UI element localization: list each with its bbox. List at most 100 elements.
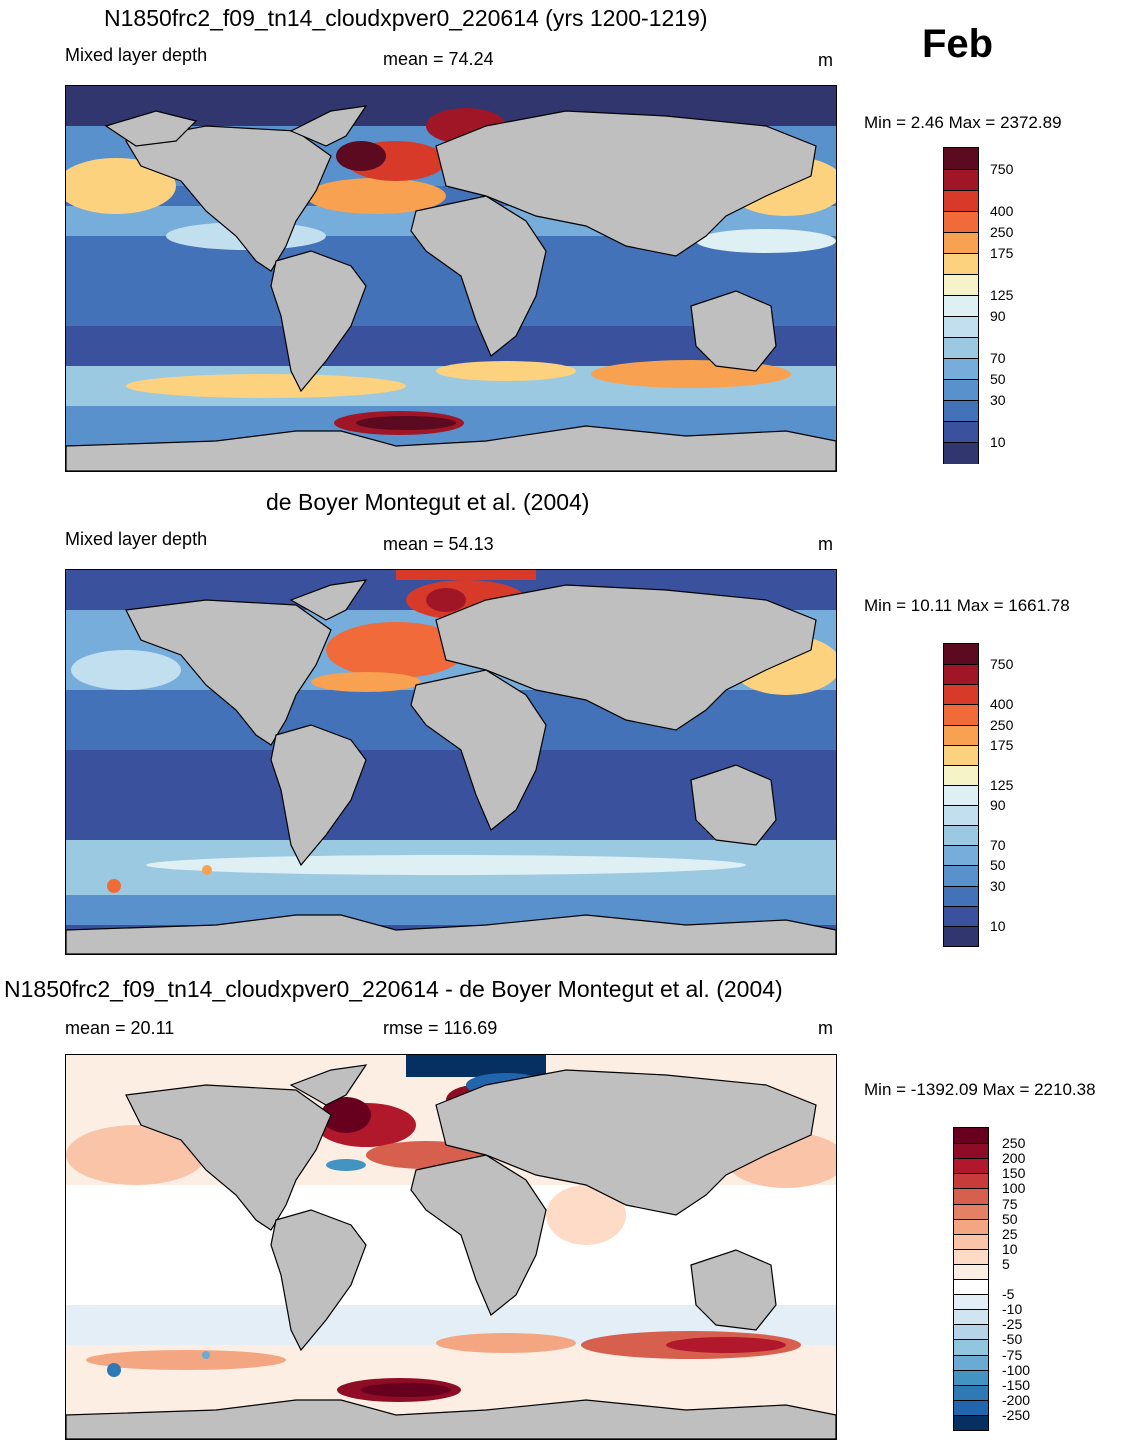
colorbar-segment [944,704,978,726]
colorbar-segment [944,190,978,212]
colorbar-tick-label: -75 [1002,1346,1023,1363]
panel2-unit: m [818,534,833,554]
colorbar-divider [944,190,978,191]
colorbar-divider [944,253,978,254]
colorbar-segment [944,905,978,927]
colorbar-divider [944,784,978,786]
colorbar-tick-label: 250 [1002,1135,1026,1152]
colorbar-segment [944,274,978,296]
colorbar-segment [944,764,978,786]
colorbar-segment [944,232,978,254]
colorbar-divider [944,724,978,726]
panel2-minmax: Min = 10.11 Max = 1661.78 [864,596,1070,615]
colorbar-segment [954,1279,988,1295]
colorbar-divider [944,744,978,746]
colorbar-segment [954,1294,988,1310]
colorbar-segment [944,400,978,422]
colorbar-tick-label: -200 [1002,1391,1031,1408]
colorbar-divider [944,316,978,317]
colorbar-divider [954,1279,988,1280]
colorbar-segment [954,1309,988,1325]
colorbar-segment [944,379,978,401]
colorbar-segment [954,1324,988,1340]
colorbar-segment [944,337,978,359]
colorbar-tick-label: 90 [990,797,1006,814]
colorbar-tick-label: 750 [990,161,1014,177]
colorbar-divider [944,925,978,927]
colorbar-tick-label: 10 [990,434,1006,450]
panel3-map-field [66,1055,836,1439]
colorbar-tick-label: 200 [1002,1150,1026,1167]
colorbar-segment [944,724,978,746]
panel1-unit: m [818,50,833,70]
colorbar-divider [944,845,978,847]
colorbar-tick-label: 150 [1002,1165,1026,1182]
colorbar-divider [944,442,978,443]
colorbar-tick-label: 70 [990,350,1006,366]
colorbar-divider [944,400,978,401]
panel2-map [65,569,837,955]
panel1-mean: mean = 74.24 [383,49,494,69]
colorbar-divider [944,704,978,706]
colorbar-segment [944,784,978,806]
colorbar-tick-label: 750 [990,656,1014,673]
colorbar-tick-label: 70 [990,837,1006,854]
colorbar-divider [954,1414,988,1416]
colorbar-tick-label: -50 [1002,1331,1023,1348]
colorbar-tick-label: -25 [1002,1316,1023,1333]
colorbar-divider [944,169,978,170]
colorbar-tick-label: 250 [990,716,1014,733]
colorbar-divider [944,421,978,422]
page-title: N1850frc2_f09_tn14_cloudxpver0_220614 (y… [104,5,708,31]
colorbar-divider [954,1248,988,1250]
month-label: Feb [922,22,994,66]
colorbar-divider [954,1294,988,1296]
panel1-colorbar [943,147,979,464]
colorbar-segment [954,1188,988,1204]
colorbar-segment [954,1143,988,1159]
panel3-rmse: rmse = 116.69 [383,1018,498,1038]
colorbar-segment [944,925,978,947]
panel3-mean: mean = 20.11 [65,1018,175,1038]
colorbar-tick-label: 5 [1002,1255,1010,1272]
colorbar-divider [944,825,978,827]
colorbar-tick-label: 25 [1002,1225,1018,1242]
colorbar-segment [944,148,978,170]
colorbar-divider [954,1384,988,1386]
colorbar-segment [944,885,978,907]
colorbar-tick-label: -5 [1002,1286,1015,1303]
panel1-minmax: Min = 2.46 Max = 2372.89 [864,113,1062,132]
colorbar-divider [954,1324,988,1326]
colorbar-divider [954,1173,988,1175]
colorbar-tick-label: 90 [990,308,1006,324]
colorbar-segment [954,1369,988,1386]
colorbar-segment [944,442,978,464]
colorbar-segment [944,169,978,191]
panel3-colorbar [953,1127,989,1431]
colorbar-divider [944,358,978,359]
colorbar-segment [954,1218,988,1235]
colorbar-segment [944,805,978,826]
panel1-variable-label: Mixed layer depth [65,45,208,65]
colorbar-segment [954,1173,988,1189]
colorbar-segment [954,1263,988,1280]
colorbar-divider [954,1233,988,1235]
colorbar-tick-label: 100 [1002,1180,1026,1197]
colorbar-tick-label: 10 [990,917,1006,934]
panel2-colorbar [943,643,979,947]
colorbar-tick-label: 10 [1002,1240,1018,1257]
colorbar-segment [944,421,978,443]
colorbar-divider [954,1369,988,1371]
colorbar-divider [944,232,978,233]
colorbar-segment [954,1128,988,1144]
colorbar-tick-label: 175 [990,245,1014,261]
panel3-title: N1850frc2_f09_tn14_cloudxpver0_220614 - … [4,976,783,1002]
colorbar-segment [944,825,978,846]
colorbar-divider [944,211,978,212]
colorbar-tick-label: 400 [990,203,1014,219]
colorbar-segment [944,316,978,338]
colorbar-segment [954,1158,988,1174]
colorbar-tick-label: 125 [990,776,1014,793]
colorbar-divider [944,337,978,338]
colorbar-segment [944,845,978,866]
